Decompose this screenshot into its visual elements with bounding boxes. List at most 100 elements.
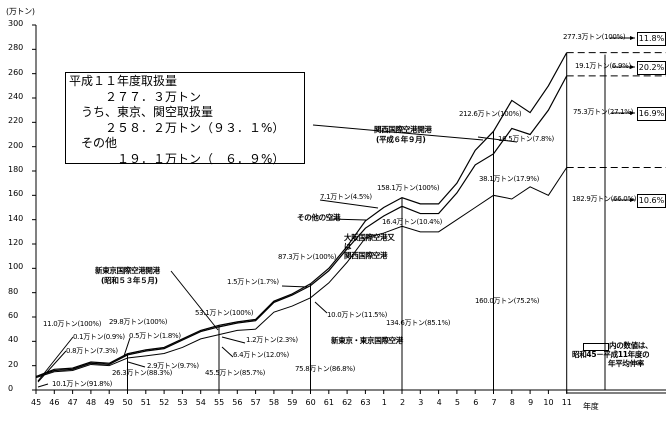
series-line-2 bbox=[35, 167, 568, 379]
legend-box-swatch bbox=[583, 343, 609, 351]
arrow-head-icon bbox=[630, 198, 635, 202]
x-tick-label: 46 bbox=[49, 398, 60, 407]
x-tick-label: 57 bbox=[250, 398, 261, 407]
legend-text: 年平均伸率 bbox=[608, 359, 644, 368]
annotation: 1.5万トン(1.7%) bbox=[227, 278, 279, 286]
annotation: 16.4万トン(10.4%) bbox=[382, 218, 443, 226]
x-tick-label: 63 bbox=[360, 398, 371, 407]
x-axis-label: 年度 bbox=[583, 402, 599, 411]
annotation: 10.1万トン(91.8%) bbox=[52, 380, 113, 388]
annotation: 新東京・東京国際空港 bbox=[331, 336, 403, 345]
y-tick-label: 0 bbox=[8, 384, 14, 393]
annotation: は bbox=[344, 242, 352, 251]
x-tick-label: 6 bbox=[473, 398, 479, 407]
x-tick-label: 10 bbox=[543, 398, 554, 407]
annotation: 7.1万トン(4.5%) bbox=[320, 193, 372, 201]
x-tick-label: 52 bbox=[159, 398, 170, 407]
y-tick-label: 100 bbox=[8, 262, 24, 272]
y-tick-label: 300 bbox=[8, 19, 24, 28]
x-tick-label: 62 bbox=[342, 398, 353, 407]
leader-line bbox=[221, 336, 246, 344]
annotation: 6.4万トン(12.0%) bbox=[233, 351, 289, 359]
annotation: その他の空港 bbox=[297, 213, 341, 222]
y-tick-label: 200 bbox=[8, 140, 24, 150]
summary-line: ２５８．２万トン（９３．１%） bbox=[69, 120, 285, 135]
x-tick-label: 48 bbox=[85, 398, 97, 407]
leader-line bbox=[37, 336, 74, 382]
legend-text: 内の数値は、 bbox=[609, 341, 653, 350]
y-tick-label: 80 bbox=[8, 286, 19, 296]
x-tick-label: 59 bbox=[287, 398, 298, 407]
annotation: 19.1万トン(6.9%) bbox=[575, 62, 631, 70]
leader-line bbox=[37, 350, 67, 383]
x-tick-label: 50 bbox=[122, 398, 133, 407]
leader-line bbox=[281, 285, 309, 288]
annotation: 29.8万トン(100%) bbox=[109, 318, 168, 326]
annotation: 75.3万トン(27.1%) bbox=[573, 108, 634, 116]
annotation: 2.9万トン(9.7%) bbox=[147, 362, 199, 370]
leader-line bbox=[314, 301, 328, 314]
annotation: 関西国際空港開港 bbox=[374, 125, 432, 134]
annotation: 75.8万トン(86.8%) bbox=[295, 365, 356, 373]
x-tick-label: 53 bbox=[177, 398, 188, 407]
annotation: 277.3万トン(100%) bbox=[563, 33, 626, 41]
summary-line: その他 bbox=[69, 136, 118, 150]
growth-rate-other: 20.2% bbox=[637, 61, 666, 75]
annotation: 45.5万トン(85.7%) bbox=[205, 369, 266, 377]
annotation: 87.3万トン(100%) bbox=[278, 253, 337, 261]
y-tick-label: 160 bbox=[8, 189, 24, 199]
x-tick-label: 56 bbox=[232, 398, 243, 407]
x-tick-label: 47 bbox=[67, 398, 78, 407]
summary-line: うち、東京、関空取扱量 bbox=[69, 105, 214, 119]
leader-line bbox=[221, 346, 234, 358]
annotation: 0.1万トン(0.9%) bbox=[73, 333, 125, 341]
annotation: 26.3万トン(88.3%) bbox=[112, 369, 173, 377]
x-tick-label: 51 bbox=[140, 398, 151, 407]
summary-line: ２７７．３万トン bbox=[69, 89, 202, 104]
annotation: 11.0万トン(100%) bbox=[43, 320, 102, 328]
growth-rate-tokyo: 10.6% bbox=[637, 194, 666, 208]
x-tick-label: 9 bbox=[528, 398, 534, 407]
series-line-1 bbox=[35, 75, 568, 378]
x-tick-label: 58 bbox=[268, 398, 280, 407]
y-tick-label: 280 bbox=[8, 43, 24, 53]
arrow-head-icon bbox=[630, 111, 635, 115]
y-tick-label: 60 bbox=[8, 311, 19, 320]
annotation: 38.1万トン(17.9%) bbox=[479, 175, 540, 183]
y-tick-label: 240 bbox=[8, 92, 24, 101]
growth-rate-kansai: 16.9% bbox=[637, 107, 666, 121]
annotation: 53.1万トン(100%) bbox=[195, 309, 254, 317]
summary-line: 平成１１年度取扱量 bbox=[69, 74, 178, 88]
y-tick-label: 120 bbox=[8, 238, 24, 247]
annotation: 182.9万トン(66.0%) bbox=[572, 195, 637, 203]
x-tick-label: 45 bbox=[31, 398, 42, 407]
x-tick-label: 61 bbox=[323, 398, 334, 407]
x-tick-label: 8 bbox=[509, 398, 515, 407]
annotation: (昭和５３年５月) bbox=[101, 276, 158, 285]
leader-line bbox=[477, 136, 518, 143]
x-tick-label: 2 bbox=[400, 398, 406, 407]
summary-box: 平成１１年度取扱量 ２７７．３万トン うち、東京、関空取扱量 ２５８．２万トン（… bbox=[65, 72, 305, 166]
annotation: 16.5万トン(7.8%) bbox=[498, 135, 554, 143]
x-tick-label: 54 bbox=[195, 398, 206, 407]
annotation: 10.0万トン(11.5%) bbox=[327, 311, 388, 319]
leader-line bbox=[312, 124, 484, 141]
annotation: 大阪国際空港又 bbox=[344, 233, 395, 242]
growth-rate-total: 11.8% bbox=[637, 32, 666, 46]
y-tick-label: 260 bbox=[8, 67, 24, 77]
legend-text: 昭和45－平成11年度の bbox=[572, 350, 650, 359]
y-tick-label: 220 bbox=[8, 116, 24, 126]
annotation: 新東京国際空港開港 bbox=[95, 266, 160, 275]
annotation: 1.2万トン(2.3%) bbox=[246, 336, 298, 344]
annotation: (平成６年９月) bbox=[376, 135, 426, 144]
leader-line bbox=[329, 218, 367, 221]
x-tick-label: 5 bbox=[454, 398, 460, 407]
leader-line bbox=[127, 361, 146, 368]
y-tick-label: 40 bbox=[8, 335, 19, 345]
y-tick-label: 180 bbox=[8, 165, 24, 174]
y-tick-label: 140 bbox=[8, 213, 24, 223]
x-tick-label: 60 bbox=[305, 398, 316, 407]
annotation: 160.0万トン(75.2%) bbox=[475, 297, 540, 305]
leader-line bbox=[123, 337, 131, 357]
